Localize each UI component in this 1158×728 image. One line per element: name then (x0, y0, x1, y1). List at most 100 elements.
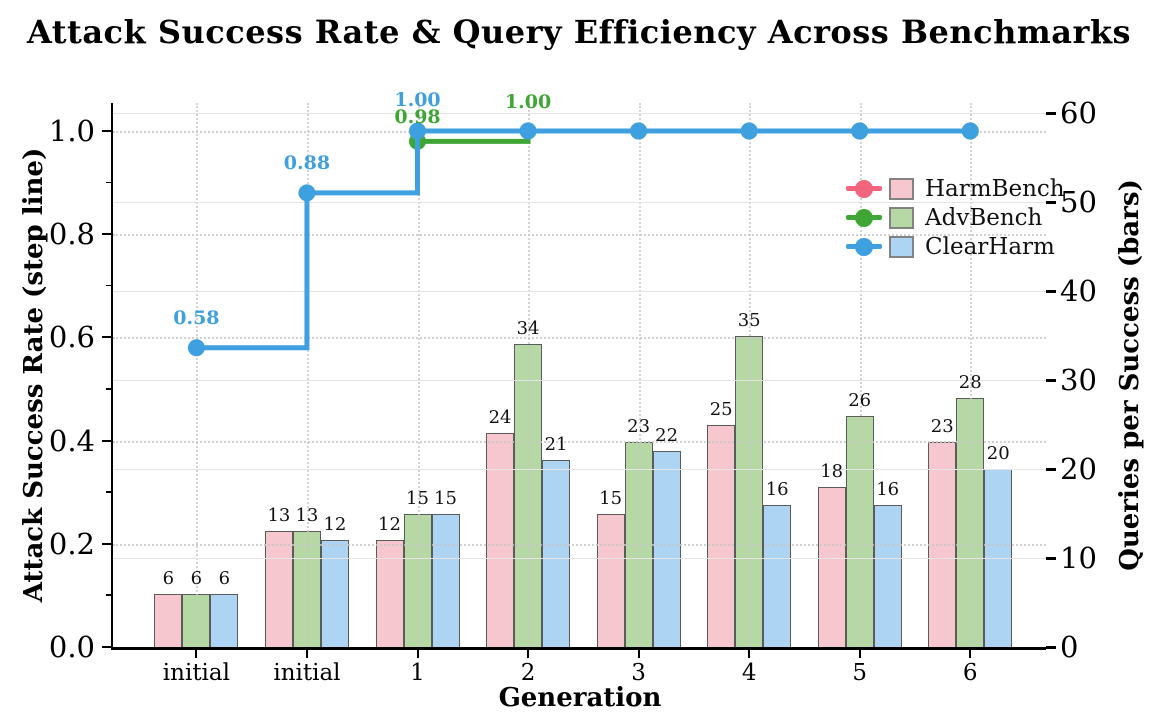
bar-clearharm-6 (873, 504, 902, 647)
axis-minor-tick-left (106, 388, 111, 390)
y-tick-label-right: 20 (1060, 452, 1097, 486)
axis-tick-left (102, 233, 111, 236)
bar-value-label: 6 (162, 567, 175, 589)
bar-harmbench-4 (596, 513, 625, 647)
axis-minor-tick-left (106, 594, 111, 596)
gridline-horizontal-dotted (113, 131, 1046, 133)
bar-harmbench-2 (375, 540, 404, 647)
gridline-vertical (749, 103, 752, 647)
legend-bar-patch-icon (889, 235, 914, 258)
legend-circle-marker-icon (855, 208, 873, 227)
legend-line-marker-icon (846, 179, 882, 198)
legend-circle-marker-icon (855, 237, 873, 256)
bar-clearharm-5 (763, 504, 792, 647)
bar-clearharm-4 (652, 451, 681, 647)
y-tick-label-right: 0 (1060, 630, 1079, 664)
legend-line-marker-icon (846, 208, 882, 227)
y-tick-label-left: 0.4 (48, 423, 95, 458)
left-spine (111, 103, 113, 649)
bar-value-label: 24 (488, 407, 512, 429)
x-tick-label: 5 (852, 660, 868, 686)
annotation-advbench-1.00: 1.00 (504, 91, 552, 113)
legend-label: HarmBench (925, 175, 1065, 202)
bar-harmbench-0 (154, 593, 183, 647)
bar-clearharm-0 (210, 593, 239, 647)
bar-value-label: 25 (709, 398, 733, 420)
legend-row-advbench: AdvBench (846, 203, 1042, 232)
bar-value-label: 15 (434, 487, 457, 509)
y-tick-label-right: 30 (1060, 363, 1097, 397)
axis-tick-bottom (969, 650, 972, 658)
annotation-advbench-0.98: 0.98 (394, 106, 441, 129)
gridline-vertical (859, 103, 862, 647)
axis-tick-bottom (637, 650, 640, 658)
axis-tick-right (1046, 290, 1056, 293)
bar-value-label: 12 (323, 514, 347, 536)
bar-value-label: 34 (516, 318, 540, 340)
bar-value-label: 28 (958, 371, 982, 393)
axis-tick-right (1046, 646, 1056, 649)
axis-tick-left (102, 336, 111, 339)
gridline-horizontal-solid (113, 469, 1046, 470)
gridline-horizontal-solid (113, 558, 1046, 559)
gridline-vertical (528, 103, 531, 647)
bar-value-label: 16 (876, 478, 900, 500)
bar-value-label: 22 (655, 425, 679, 447)
axis-tick-right (1046, 112, 1056, 115)
x-axis-title: Generation (498, 683, 662, 713)
right-y-axis-title: Queries per Success (bars) (1115, 179, 1145, 571)
gridline-vertical (196, 103, 199, 647)
legend-row-harmbench: HarmBench (846, 174, 1065, 203)
bar-value-label: 15 (406, 487, 429, 509)
axis-tick-right (1046, 201, 1056, 204)
gridline-horizontal-dotted (113, 337, 1046, 340)
chart-title: Attack Success Rate & Query Efficiency A… (26, 13, 1131, 51)
x-tick-label: 3 (631, 660, 646, 686)
x-tick-label: 1 (410, 660, 425, 686)
y-tick-label-right: 50 (1060, 185, 1097, 219)
gridline-vertical (417, 103, 420, 647)
axis-tick-bottom (748, 650, 751, 658)
gridline-horizontal-dotted (113, 543, 1046, 546)
legend-label: AdvBench (925, 204, 1043, 231)
bar-harmbench-6 (817, 486, 846, 647)
axis-tick-bottom (858, 650, 861, 658)
legend-line-marker-icon (846, 237, 882, 256)
bar-value-label: 16 (765, 478, 789, 500)
bar-value-label: 23 (627, 416, 651, 438)
gridline-horizontal-solid (113, 380, 1046, 381)
annotation-clearharm-1.00: 1.00 (394, 89, 441, 111)
axis-tick-bottom (416, 650, 419, 658)
axis-tick-bottom (527, 650, 530, 658)
gridline-horizontal-dotted (113, 440, 1046, 443)
legend-label: ClearHarm (925, 233, 1055, 260)
axis-tick-bottom (305, 650, 308, 658)
axis-minor-tick-left (106, 491, 111, 493)
bar-harmbench-3 (486, 433, 515, 647)
axis-tick-bottom (195, 650, 198, 658)
gridline-horizontal-solid (113, 291, 1046, 292)
gridline-vertical (970, 103, 973, 647)
bottom-spine (111, 647, 1046, 650)
y-tick-label-right: 60 (1060, 96, 1097, 130)
x-tick-label: 6 (962, 660, 978, 686)
bar-value-label: 6 (190, 567, 203, 589)
gridline-vertical (306, 103, 309, 647)
annotation-clearharm-0.88: 0.88 (283, 151, 331, 174)
y-tick-label-right: 40 (1060, 274, 1097, 308)
bar-value-label: 13 (267, 505, 291, 527)
axis-tick-left (102, 439, 111, 442)
annotation-clearharm-0.58: 0.58 (173, 306, 220, 329)
bar-clearharm-3 (542, 460, 571, 647)
bar-value-label: 20 (986, 443, 1010, 464)
y-tick-label-right: 10 (1060, 541, 1097, 575)
bar-value-label: 13 (295, 505, 319, 527)
axis-tick-left (102, 542, 111, 545)
x-tick-label: initial (162, 660, 230, 686)
legend-bar-patch-icon (889, 177, 914, 200)
axis-tick-right (1046, 379, 1056, 382)
axis-minor-tick-left (106, 284, 111, 287)
axis-tick-right (1046, 557, 1056, 560)
x-tick-label: 4 (741, 660, 757, 686)
